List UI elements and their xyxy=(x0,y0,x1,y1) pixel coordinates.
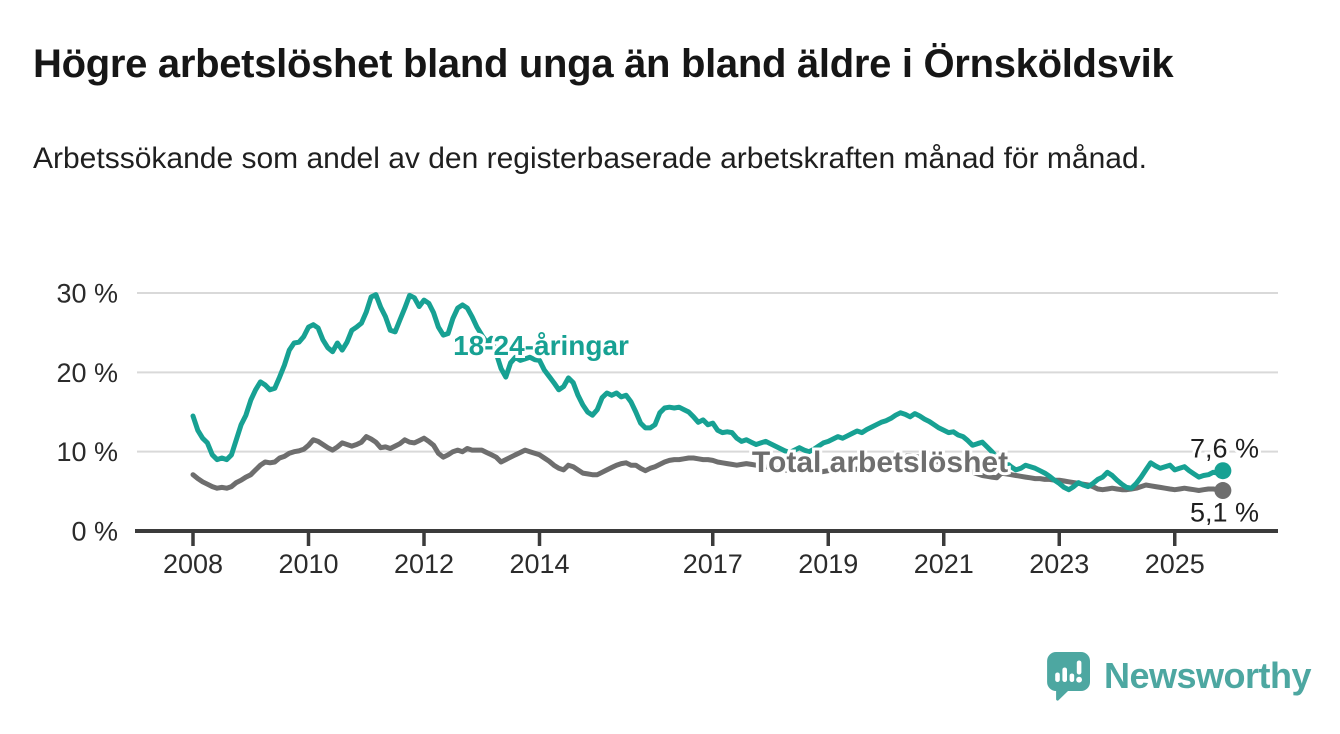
newsworthy-logo-icon xyxy=(1047,652,1090,701)
series-end-dot-total-arbetsl-shet xyxy=(1214,482,1232,500)
series-end-dot-18-24-ringar xyxy=(1214,462,1232,480)
x-axis-tick-label: 2025 xyxy=(1145,549,1205,579)
x-axis-tick-label: 2019 xyxy=(798,549,858,579)
x-axis-tick-label: 2010 xyxy=(278,549,338,579)
series-end-value-18-24-ringar: 7,6 % xyxy=(1190,434,1259,464)
x-axis-tick-label: 2017 xyxy=(683,549,743,579)
series-end-value-total-arbetsl-shet: 5,1 % xyxy=(1190,498,1259,528)
series-line-18-24-ringar xyxy=(190,292,1226,493)
series-label-18-24-ringar: 18-24-åringar xyxy=(453,330,629,361)
y-axis-tick-label: 0 % xyxy=(71,517,118,547)
series-line-total-arbetsl-shet xyxy=(190,434,1226,493)
brand-name: Newsworthy xyxy=(1103,655,1312,696)
y-axis-tick-label: 30 % xyxy=(56,279,118,309)
x-axis-tick-label: 2014 xyxy=(509,549,569,579)
brand-footer: Newsworthy xyxy=(1046,651,1312,701)
x-axis-tick-label: 2021 xyxy=(914,549,974,579)
x-axis-tick-label: 2012 xyxy=(394,549,454,579)
x-axis-tick-label: 2023 xyxy=(1029,549,1089,579)
y-axis-tick-label: 20 % xyxy=(56,358,118,388)
page-title: Högre arbetslöshet bland unga än bland ä… xyxy=(33,42,1174,86)
y-axis-tick-label: 10 % xyxy=(56,437,118,467)
x-axis-tick-label: 2008 xyxy=(163,549,223,579)
page-subtitle: Arbetssökande som andel av den registerb… xyxy=(33,142,1147,175)
series-label-total-arbetsl-shet: Total arbetslöshet xyxy=(752,446,1008,479)
